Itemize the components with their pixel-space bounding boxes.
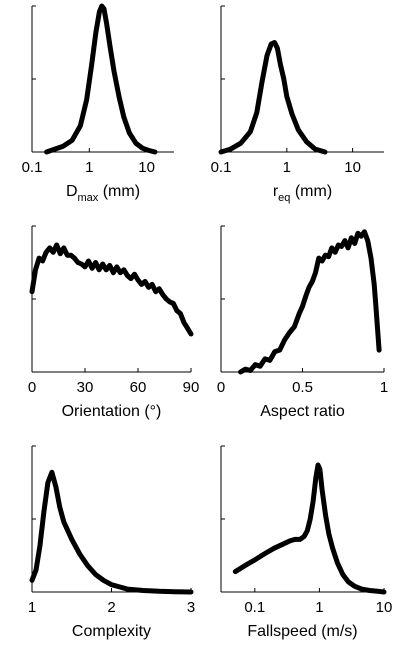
panel-6: 0.1 1 10 Fallspeed (m/s): [220, 445, 393, 640]
panel-2: 0.1 1 10 req (mm): [211, 5, 384, 204]
x-tick-label: 0: [28, 379, 36, 396]
x-tick-label: 0.5: [292, 379, 313, 396]
distribution-curve: [232, 462, 387, 595]
x-tick-label: 1: [380, 379, 388, 396]
x-tick-label: 30: [77, 379, 94, 396]
x-tick-label: 2: [107, 599, 115, 616]
x-axis-label: Complexity: [72, 623, 151, 640]
x-tick-label: 0.1: [211, 159, 232, 176]
x-tick-label: 0.1: [22, 159, 43, 176]
x-tick-label: 0: [217, 379, 225, 396]
x-tick-label: 0.1: [244, 599, 265, 616]
x-tick-label: 3: [187, 599, 195, 616]
panel-3: 0 30 60 90 Orientation (°): [28, 225, 200, 420]
distribution-curve: [218, 40, 328, 155]
x-tick-label: 1: [28, 599, 36, 616]
x-tick-label: 1: [315, 599, 323, 616]
distribution-curve: [29, 469, 194, 595]
distribution-curve: [44, 3, 158, 155]
x-tick-label: 60: [130, 379, 147, 396]
distribution-curve: [29, 242, 194, 337]
panel-5: 1 2 3 Complexity: [28, 445, 195, 640]
x-axis-label: req (mm): [273, 183, 332, 204]
x-axis-label: Orientation (°): [62, 403, 162, 420]
x-tick-label: 1: [85, 159, 93, 176]
x-tick-label: 10: [344, 159, 361, 176]
panel-4: 0 0.5 1 Aspect ratio: [217, 225, 388, 420]
x-axis-label: Aspect ratio: [260, 403, 345, 420]
x-tick-label: 90: [183, 379, 200, 396]
panel-1: 0.1 1 10 Dmax (mm): [22, 3, 174, 204]
x-axis-label: Dmax (mm): [66, 183, 140, 204]
distribution-curve: [238, 229, 382, 375]
x-axis-label: Fallspeed (m/s): [247, 623, 357, 640]
x-tick-label: 10: [376, 599, 393, 616]
x-tick-label: 1: [283, 159, 291, 176]
x-tick-label: 10: [138, 159, 155, 176]
